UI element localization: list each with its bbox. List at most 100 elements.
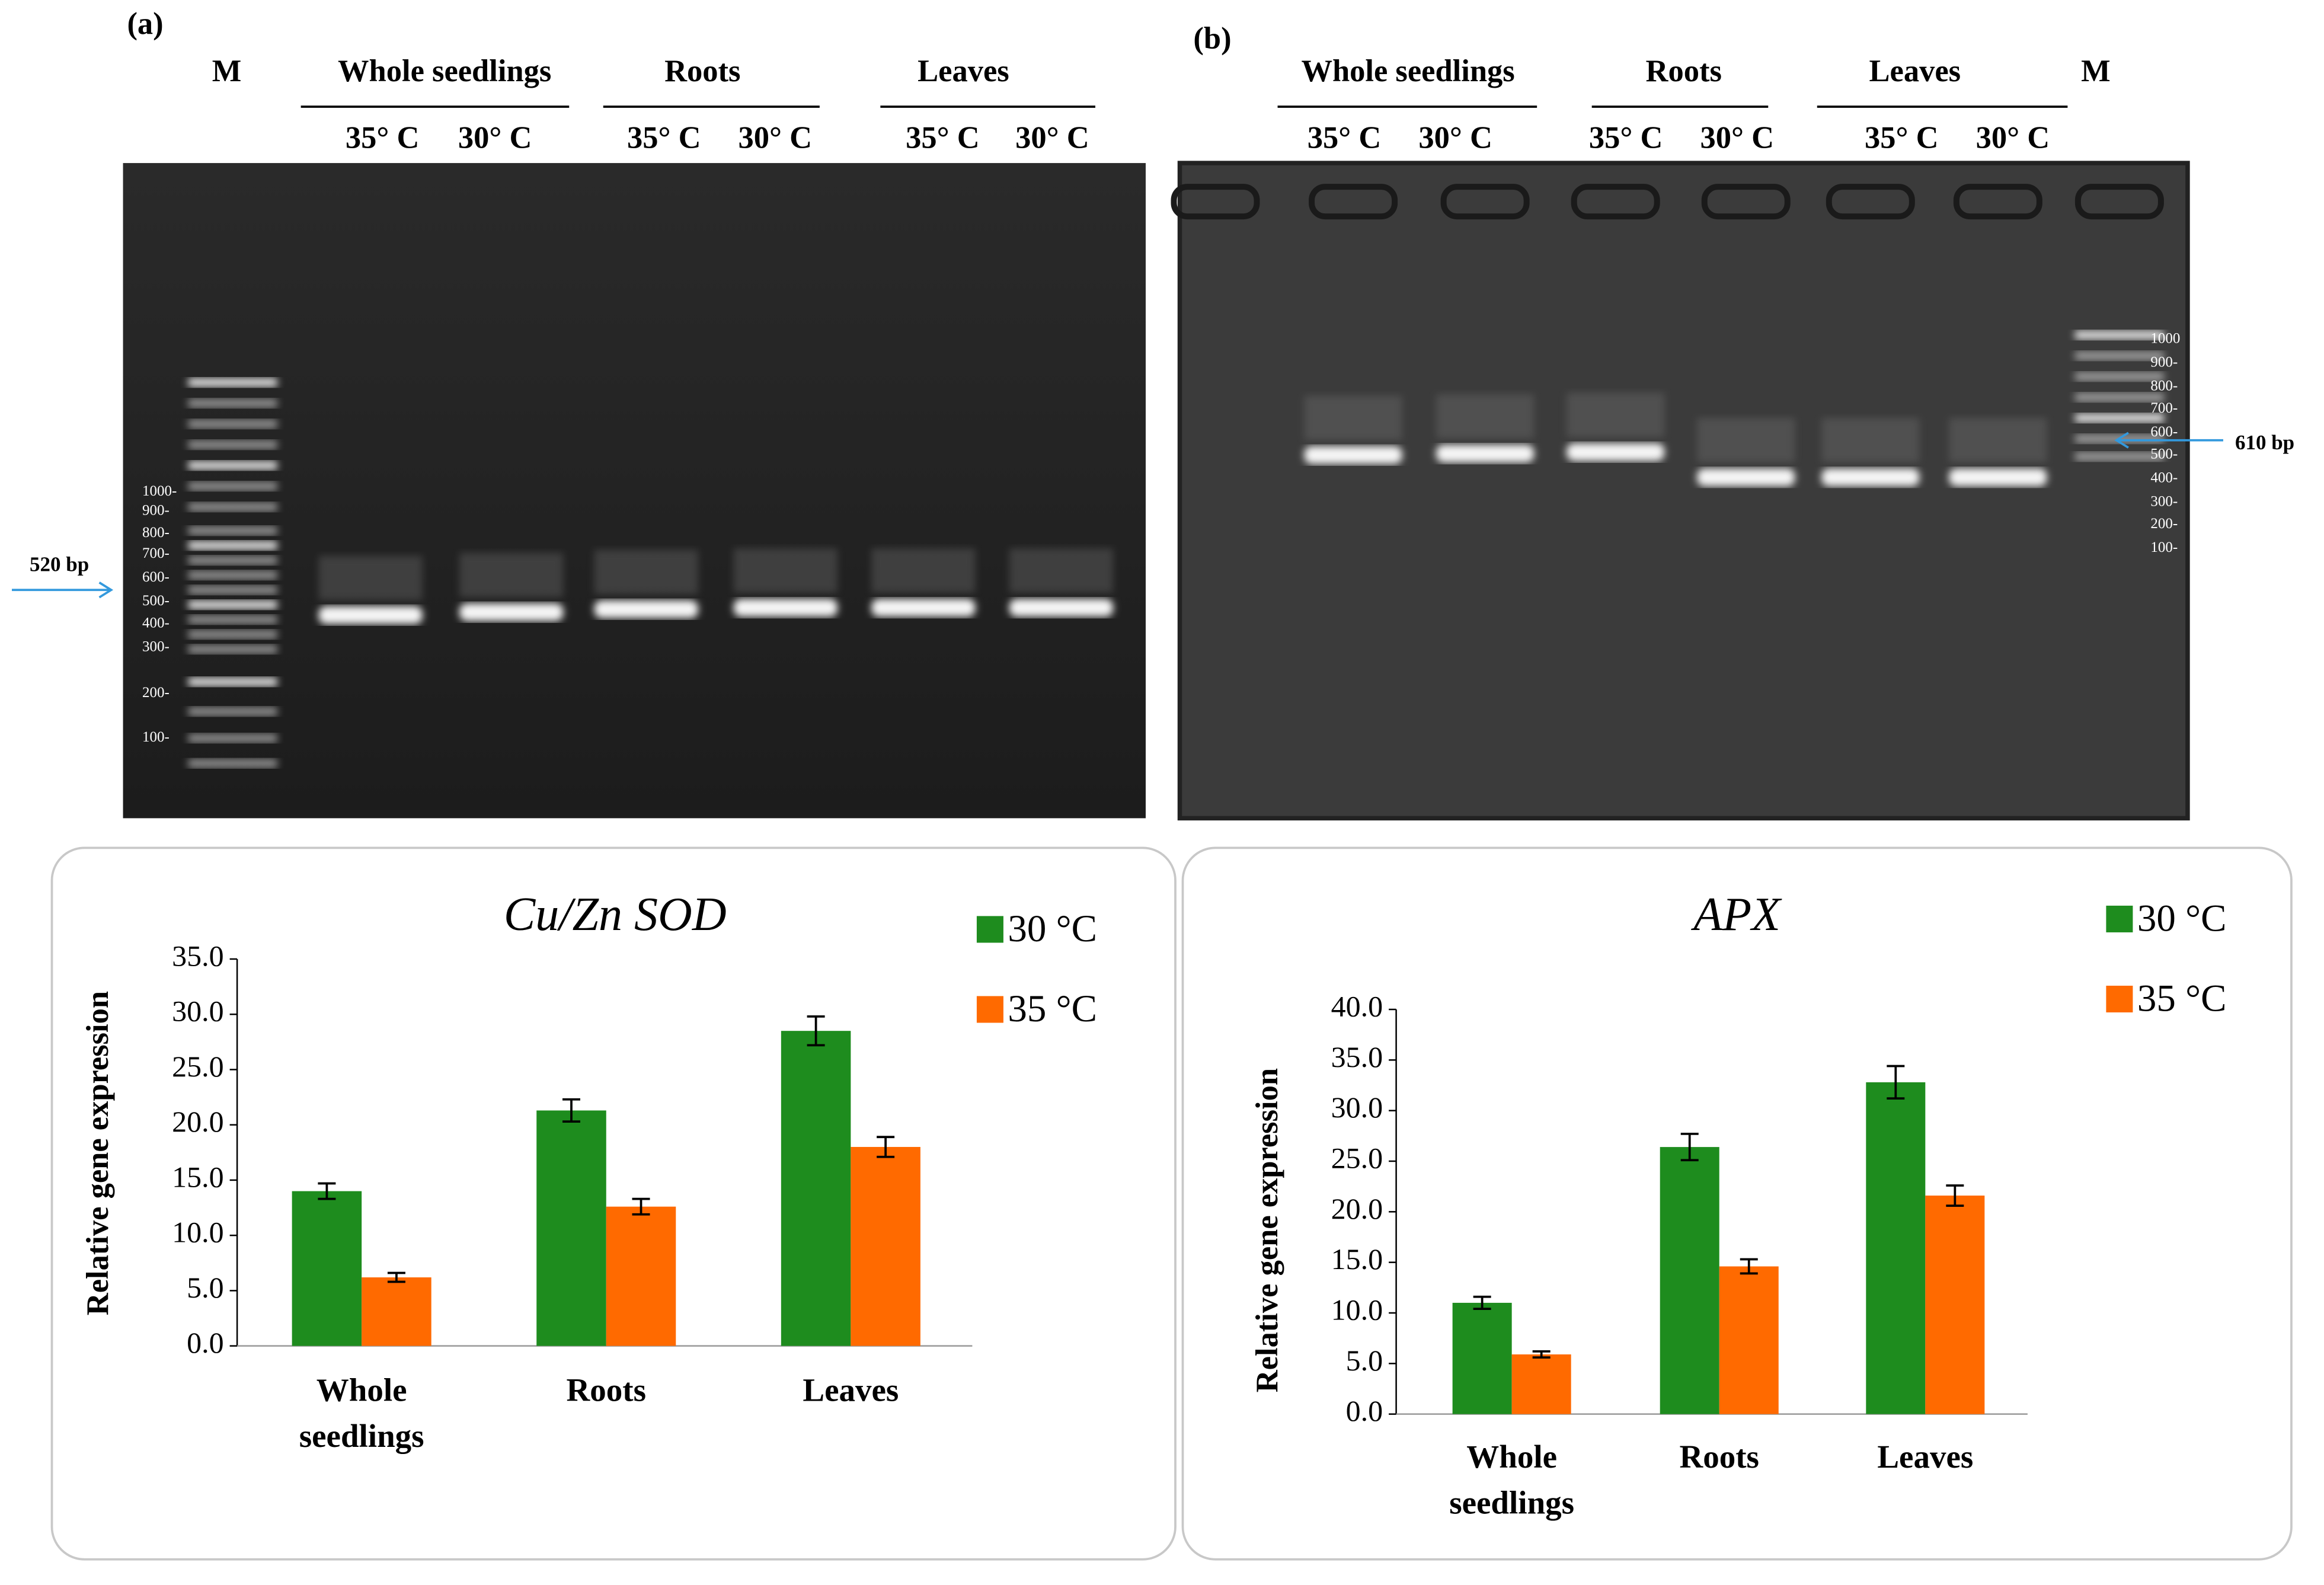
dna-band-faint — [871, 548, 976, 593]
gel-well — [1571, 184, 1660, 220]
dna-band-faint — [1697, 418, 1795, 463]
legend-swatch — [2106, 985, 2133, 1012]
x-tick-label: Whole seedlings — [299, 1372, 424, 1454]
bar — [606, 1206, 676, 1346]
dna-band-faint — [1009, 548, 1113, 593]
y-tick-label: 20.0 — [172, 1105, 223, 1138]
ladder-band — [188, 677, 277, 686]
y-tick-label: 0.0 — [1346, 1394, 1383, 1427]
x-tick-label: Leaves — [1877, 1439, 1973, 1475]
error-bar — [1532, 1350, 1551, 1359]
x-tick-label: Whole seedlings — [1449, 1439, 1574, 1521]
ladder-band — [188, 541, 277, 550]
ladder-label: 400- — [142, 615, 170, 631]
size-arrowhead — [2114, 432, 2129, 449]
lane-label: 30° C — [458, 121, 532, 155]
ladder-label: 1000- — [142, 483, 177, 499]
error-bar — [1887, 1065, 1905, 1100]
ladder-band — [188, 585, 277, 595]
error-bar — [387, 1271, 405, 1283]
lane-label: 35° C — [1589, 121, 1663, 155]
legend-swatch — [2106, 905, 2133, 932]
dna-band-faint — [318, 555, 423, 600]
bar — [362, 1277, 431, 1346]
dna-band — [1821, 468, 1920, 487]
ladder-label: 500- — [2150, 446, 2178, 462]
dna-band — [1304, 446, 1402, 464]
bar — [1866, 1082, 1926, 1414]
error-bar — [1946, 1184, 1964, 1207]
gel-well — [1826, 184, 1915, 220]
dna-band-faint — [733, 548, 837, 593]
ladder-band — [188, 526, 277, 535]
x-tick-label: Leaves — [803, 1372, 899, 1408]
bar — [1511, 1354, 1571, 1414]
y-axis-label: Relative gene expression — [81, 991, 115, 1315]
gel-well — [2074, 184, 2164, 220]
ladder-band — [188, 378, 277, 387]
ladder-label: 400- — [2150, 469, 2178, 485]
group-label: Roots — [1646, 54, 1722, 88]
charts: Cu/Zn SOD Relative gene expression 0.0 5.0 1… — [81, 889, 2226, 1521]
ladder-label: 800- — [2150, 378, 2178, 394]
ladder-band — [2074, 351, 2164, 360]
lane-label: 30° C — [1418, 121, 1492, 155]
ladder-label: 900- — [2150, 354, 2178, 370]
x-tick-label: Roots — [1680, 1439, 1759, 1475]
group-label: Leaves — [918, 54, 1009, 88]
dna-band — [594, 600, 698, 618]
legend-swatch — [976, 916, 1003, 943]
gel-well — [1953, 184, 2042, 220]
ladder-band — [188, 615, 277, 624]
ladder-label: 600- — [2150, 424, 2178, 440]
label-line: seedlings — [299, 1418, 424, 1454]
y-tick-label: 15.0 — [172, 1160, 223, 1193]
marker-label: M — [212, 54, 242, 88]
ladder-label: 700- — [2150, 400, 2178, 416]
bar — [1452, 1302, 1512, 1414]
legend-label: 35 °C — [1008, 988, 1097, 1030]
ladder-label: 300- — [2150, 493, 2178, 509]
gel-well — [1171, 184, 1260, 220]
ladder-band — [188, 481, 277, 491]
bar — [536, 1110, 606, 1346]
error-bar — [807, 1015, 825, 1047]
ladder-label: 200- — [2150, 516, 2178, 532]
y-tick-label: 30.0 — [1331, 1091, 1383, 1124]
gels: (a) M Whole seedlings Roots Leaves 35° C 30° C… — [12, 7, 2294, 768]
ladder-band — [188, 759, 277, 768]
dna-band-faint — [1304, 395, 1402, 440]
label-line: seedlings — [1449, 1484, 1574, 1520]
ladder-band — [188, 440, 277, 449]
dna-band-faint — [594, 549, 698, 595]
chart-title: APX — [1690, 889, 1782, 941]
lane-label: 30° C — [1976, 121, 2050, 155]
y-tick-label: 5.0 — [187, 1271, 223, 1304]
lane-label: 35° C — [627, 121, 701, 155]
legend-swatch — [976, 996, 1003, 1023]
size-arrowhead — [98, 581, 114, 599]
dna-band — [1567, 443, 1665, 461]
y-tick-label: 25.0 — [1331, 1141, 1383, 1174]
marker-label: M — [2081, 54, 2111, 88]
y-tick-label: 10.0 — [1331, 1293, 1383, 1326]
ladder-label: 200- — [142, 685, 170, 701]
size-label: 520 bp — [30, 552, 89, 576]
bar — [1719, 1266, 1779, 1414]
lane-label: 35° C — [906, 121, 980, 155]
dna-band — [1949, 468, 2047, 487]
ladder-label: 600- — [142, 569, 170, 585]
ladder-label: 700- — [142, 545, 170, 561]
ladder-band — [2074, 330, 2164, 340]
group-label: Leaves — [1869, 54, 1961, 88]
ladder-band — [188, 502, 277, 512]
error-bar — [877, 1136, 895, 1158]
ladder-label: 800- — [142, 525, 170, 541]
dna-band-faint — [1436, 394, 1535, 439]
error-bar — [632, 1197, 650, 1216]
y-axis-label: Relative gene expression — [1250, 1068, 1284, 1392]
ladder-band — [188, 707, 277, 716]
gel-well — [1701, 184, 1791, 220]
y-tick-label: 40.0 — [1331, 989, 1383, 1022]
